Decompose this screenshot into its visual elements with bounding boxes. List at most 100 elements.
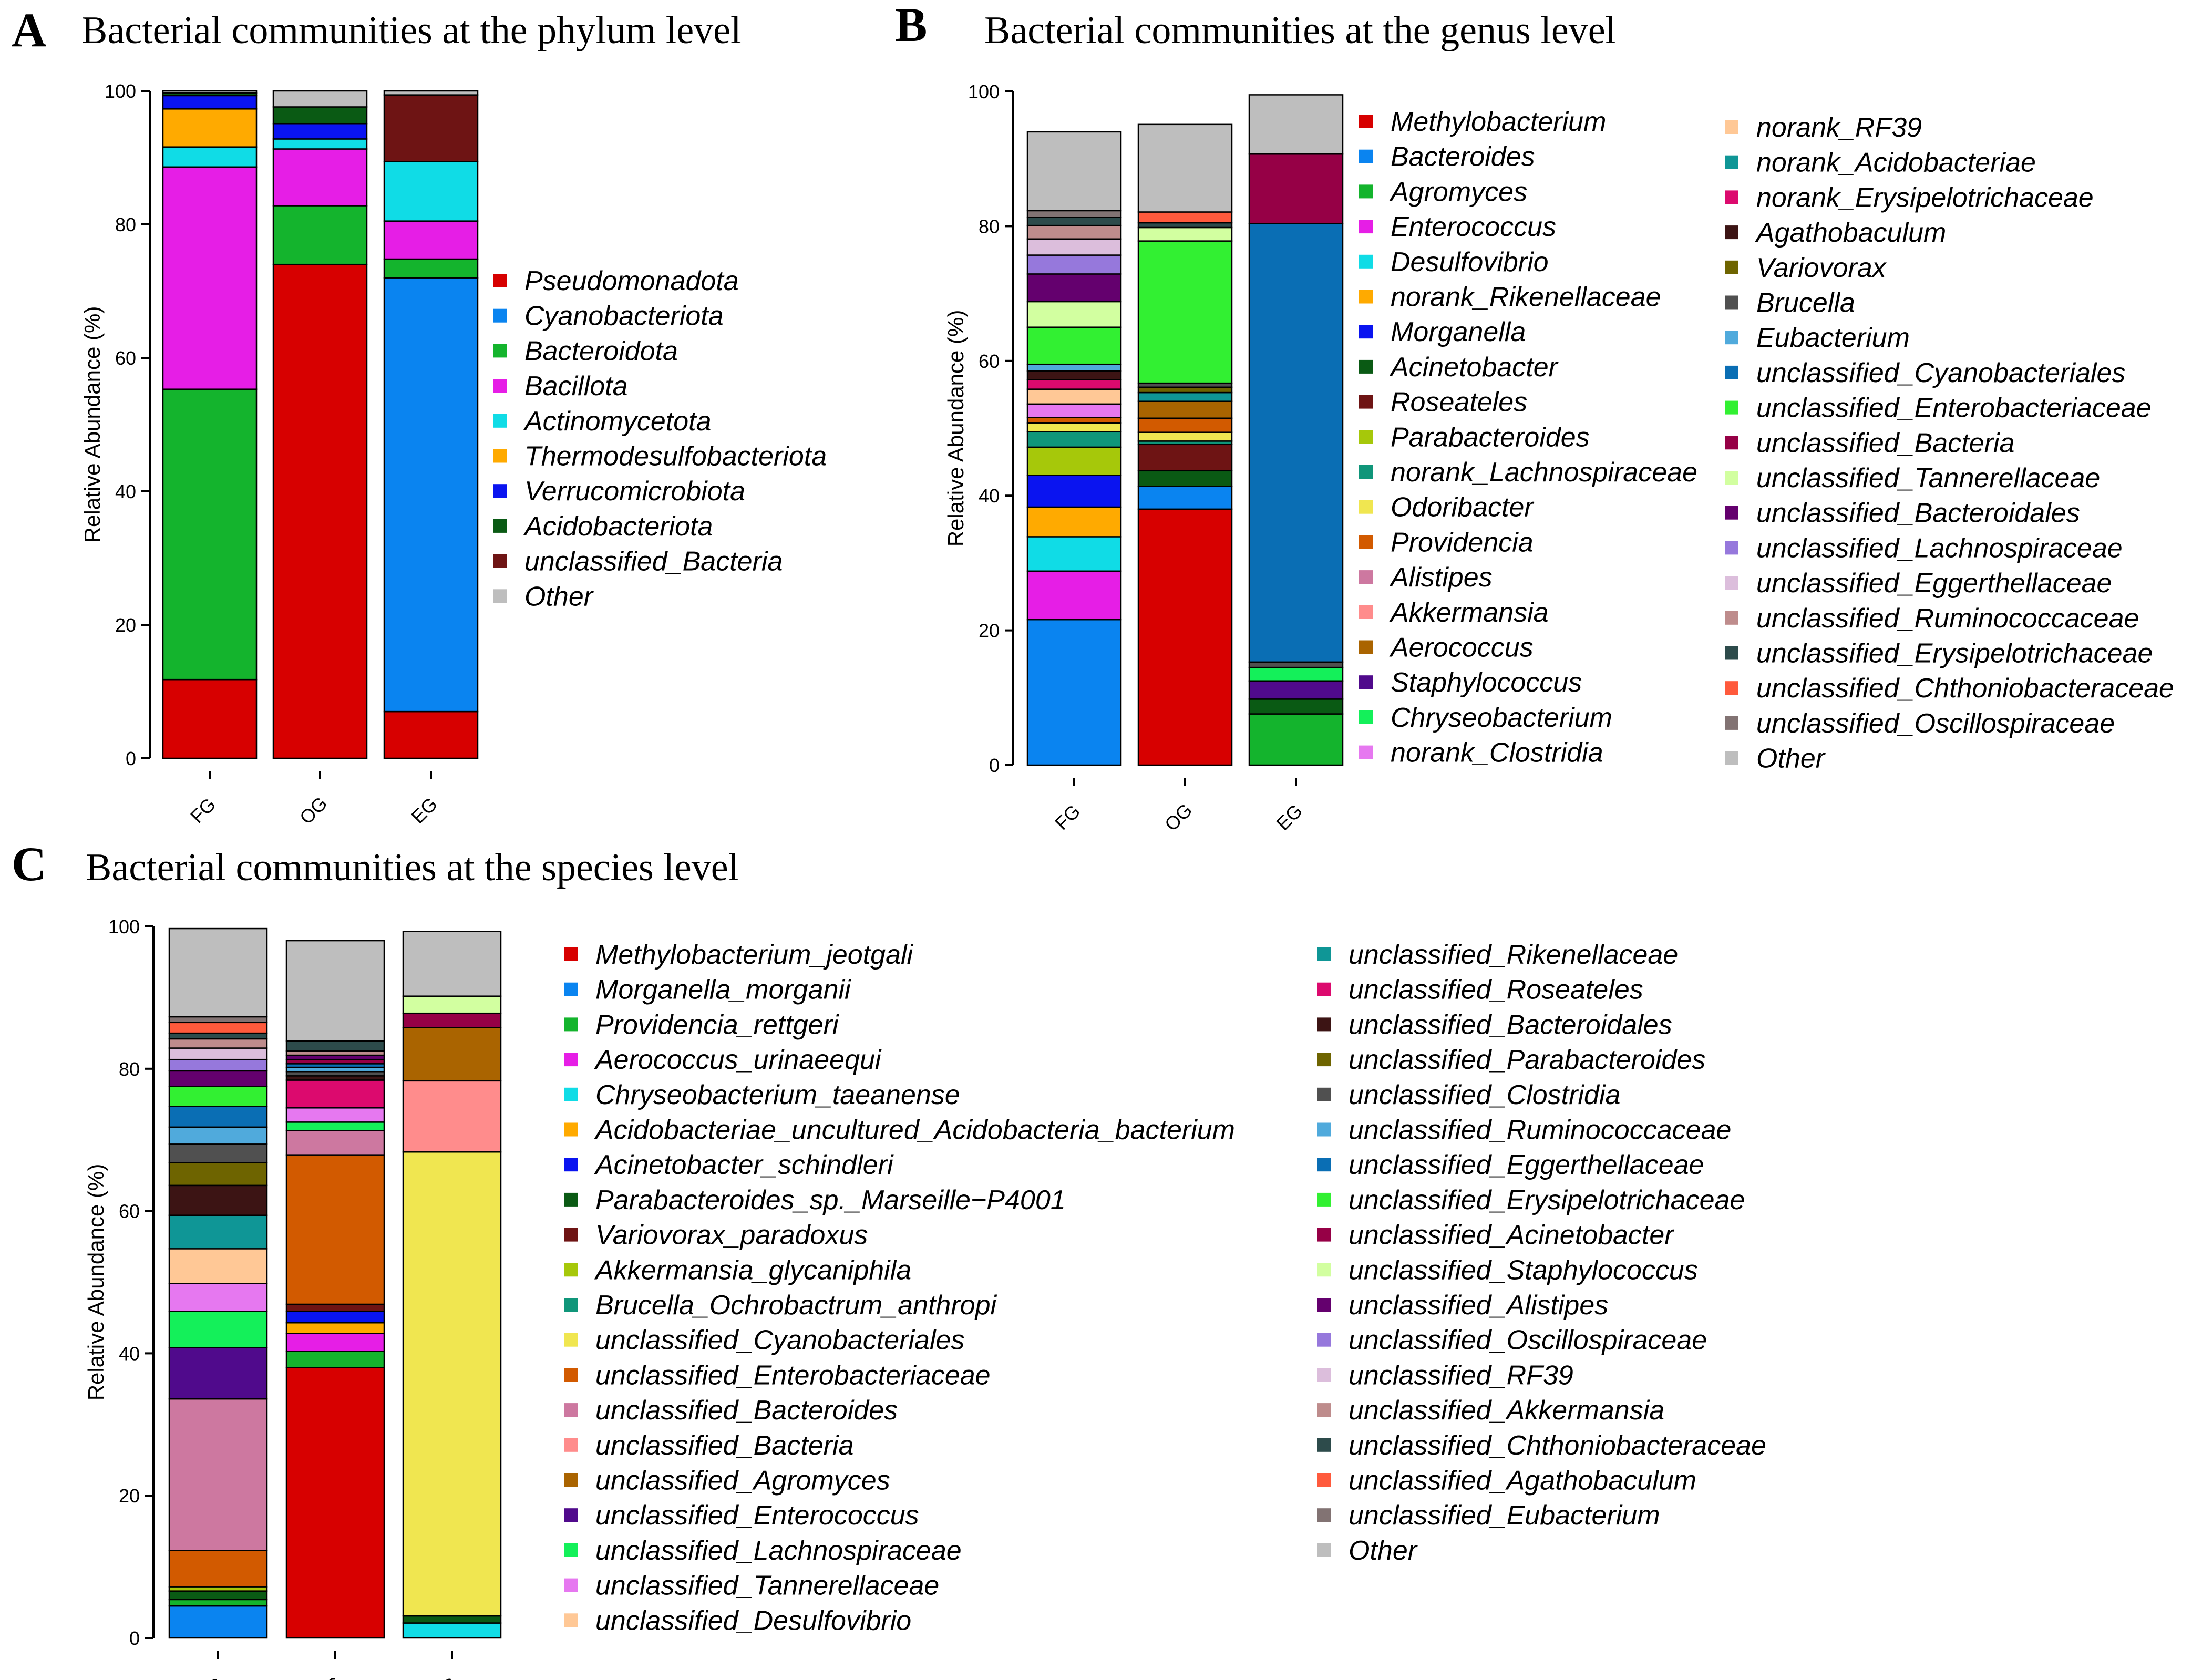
bar-segment-fg-unclassified-tannerellaceae [1026,301,1122,328]
panel-a-title: Bacterial communities at the phylum leve… [81,9,742,52]
legend-label-unclassified-enterococcus: unclassified_Enterococcus [595,1500,919,1531]
legend-label-brucella: Brucella [1756,288,1855,318]
bar-segment-fg-unclassified-eubacterium [168,1016,268,1024]
legend-label-other: Other [1756,744,1826,774]
bar-segment-og-unclassified-lachnospiraceae [285,1121,385,1131]
y-tick-label: 40 [115,481,136,502]
legend-swatch-roseateles [1359,395,1373,409]
bar-segment-fg-unclassified-oscillospiraceae [1026,210,1122,218]
legend-label-norank-lachnospiraceae: norank_Lachnospiraceae [1391,457,1697,488]
panel-b-letter: B [895,0,927,51]
legend-label-unclassified-oscillospiraceae: unclassified_Oscillospiraceae [1349,1325,1707,1356]
bar-segment-og-providencia [1137,417,1233,433]
legend-swatch-unclassified-enterobacteriaceae [1725,400,1738,415]
legend-label-unclassified-bacteria: unclassified_Bacteria [1756,428,2014,458]
legend-swatch-chryseobacterium [1359,710,1373,724]
legend-label-other: Other [1349,1535,1418,1566]
legend-label-aerococcus: Aerococcus [1389,633,1534,663]
bar-segment-fg-bacteroides [1026,619,1122,766]
bar-segment-eg-brucella [1248,661,1344,668]
legend-label-acinetobacter: Acinetobacter [1389,352,1559,383]
bar-segment-fg-thermodesulfobacteriota [162,108,258,148]
x-tick-label-eg: EG [428,1673,462,1680]
y-axis-title: Relative Abundance (%) [84,1164,108,1401]
legend-swatch-verrucomicrobiota [493,484,507,498]
panel-a-plot: 0 20 40 60 80 100 Relative Abundance (%) FG OG EG [80,80,479,828]
x-tick-label-fg: FG [186,793,220,827]
legend-label-unclassified-eggerthellaceae: unclassified_Eggerthellaceae [1756,568,2112,599]
legend-label-aerococcus-urinaeequi: Aerococcus_urinaeequi [594,1045,882,1075]
bar-segment-og-methylobacterium [1137,508,1233,766]
bar-segment-fg-agathobaculum [1026,370,1122,380]
legend-swatch-eubacterium [1725,331,1738,345]
legend-label-unclassified-enterobacteriaceae: unclassified_Enterobacteriaceae [595,1360,991,1390]
legend-label-unclassified-bacteria: unclassified_Bacteria [595,1430,853,1461]
x-tick-label-fg: FG [1051,800,1084,834]
bar-segment-fg-norank-rf39 [1026,388,1122,405]
legend-label-enterococcus: Enterococcus [1391,212,1556,242]
panel-a: A Bacterial communities at the phylum le… [12,3,827,828]
legend-label-verrucomicrobiota: Verrucomicrobiota [524,476,745,507]
bar-segment-fg-pseudomonadota [162,678,258,759]
y-tick-label: 80 [979,215,1000,237]
legend-label-unclassified-acinetobacter: unclassified_Acinetobacter [1349,1220,1675,1251]
legend-label-norank-acidobacteriae: norank_Acidobacteriae [1756,148,2036,178]
y-tick-label: 0 [126,748,136,769]
legend-swatch-unclassified-rikenellaceae [1317,947,1331,961]
legend-label-unclassified-cyanobacteriales: unclassified_Cyanobacteriales [595,1325,964,1356]
bar-segment-fg-unclassified-akkermansia [168,1038,268,1049]
legend-label-pseudomonadota: Pseudomonadota [524,266,739,296]
legend-swatch-desulfovibrio [1359,254,1373,269]
bar-segment-fg-unclassified-enterococcus [168,1347,268,1400]
panel-c-plot: 0 20 40 60 80 100 Relative Abundance (%) FG OG EG [84,916,502,1680]
bar-segment-eg-pseudomonadota [383,710,479,759]
bar-segment-og-acinetobacter-schindleri [285,1311,385,1324]
legend-swatch-other [1725,751,1738,765]
legend-swatch-unclassified-oscillospiraceae [1725,716,1738,730]
x-tick-label-eg: EG [407,793,441,828]
bar-segment-fg-norank-rikenellaceae [1026,506,1122,538]
legend-swatch-unclassified-chthoniobacteraceae [1725,681,1738,695]
legend-swatch-unclassified-agromyces [564,1473,578,1487]
legend-swatch-other [1317,1543,1331,1557]
bar-segment-fg-unclassified-parabacteroides [168,1162,268,1187]
bar-segment-eg-parabacteroides-sp-marseille-p4001 [402,1615,502,1624]
legend-label-bacteroidota: Bacteroidota [524,336,678,366]
legend-swatch-unclassified-bacteria [1725,436,1738,450]
bar-segment-og-actinomycetota [272,138,368,150]
legend-label-odoribacter: Odoribacter [1391,492,1535,523]
bar-segment-fg-unclassified-chthoniobacteraceae [168,1032,268,1040]
panel-c-letter: C [12,837,46,891]
y-tick-label: 0 [129,1627,140,1649]
legend-swatch-other [493,589,507,603]
legend-swatch-providencia-rettgeri [564,1017,578,1032]
legend-swatch-acinetobacter [1359,359,1373,374]
bar-segment-fg-unclassified-enterobacteriaceae [168,1550,268,1588]
bar-segment-eg-actinomycetota [383,161,479,222]
bar-segment-fg-providencia-rettgeri [168,1599,268,1607]
legend-label-unclassified-bacteroidales: unclassified_Bacteroidales [1349,1009,1672,1040]
legend-swatch-morganella-morganii [564,982,578,996]
legend-swatch-norank-rikenellaceae [1359,290,1373,304]
legend-label-cyanobacteriota: Cyanobacteriota [524,301,724,332]
legend-label-unclassified-roseateles: unclassified_Roseateles [1349,975,1643,1005]
bar-segment-fg-norank-lachnospiraceae [1026,431,1122,448]
bar-segment-fg-unclassified-ruminococcaceae [1026,224,1122,240]
bar-segment-og-unclassified-tannerellaceae [1137,226,1233,242]
bar-segment-eg-unclassified-agromyces [402,1027,502,1082]
bar-segment-fg-morganella [1026,475,1122,508]
legend-swatch-morganella [1359,325,1373,339]
legend-label-staphylococcus: Staphylococcus [1391,667,1582,698]
bar-segment-eg-unclassified-cyanobacteriales [1248,223,1344,663]
bar-segment-fg-unclassified-agathobaculum [168,1022,268,1034]
legend-swatch-unclassified-eggerthellaceae [1725,576,1738,590]
y-tick-label: 80 [119,1058,140,1080]
legend-swatch-unclassified-enterobacteriaceae [564,1368,578,1382]
bar-segment-fg-unclassified-lachnospiraceae [1026,254,1122,275]
legend-swatch-unclassified-clostridia [1317,1087,1331,1101]
bar-segment-fg-unclassified-alistipes [168,1070,268,1087]
legend-label-unclassified-parabacteroides: unclassified_Parabacteroides [1349,1045,1705,1075]
bar-segment-fg-norank-erysipelotrichaceae [1026,379,1122,390]
panel-c-legend-left: Methylobacterium_jeotgali Morganella_morg… [564,940,1235,1636]
